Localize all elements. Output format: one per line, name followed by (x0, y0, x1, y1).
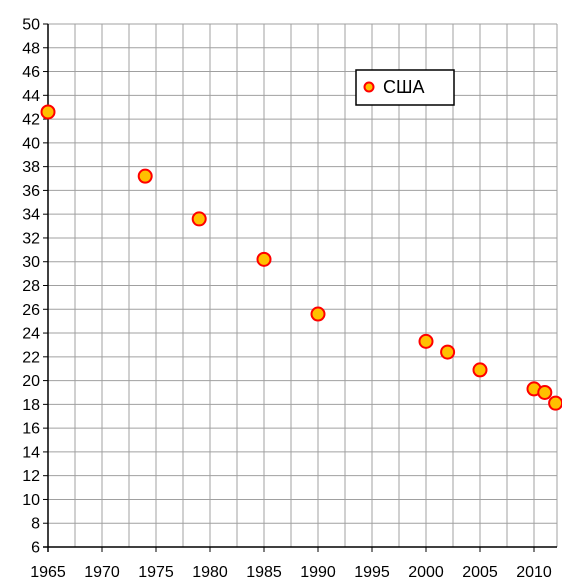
x-tick-label-5: 1990 (300, 564, 336, 581)
legend: США (355, 69, 455, 106)
major-grid (48, 23, 558, 547)
y-tick-label-7: 20 (22, 373, 40, 390)
y-tick-label-5: 16 (22, 421, 40, 438)
x-tick-label-6: 1995 (354, 564, 390, 581)
data-point-0-1 (137, 168, 153, 184)
legend-marker (363, 81, 375, 93)
y-tick-label-21: 48 (22, 40, 40, 57)
data-points (40, 104, 562, 411)
x-tick-label-0: 1965 (30, 564, 66, 581)
x-tick-label-8: 2005 (462, 564, 498, 581)
data-point-0-5 (418, 333, 434, 349)
x-tick-label-4: 1985 (246, 564, 282, 581)
x-tick-label-1: 1970 (84, 564, 120, 581)
y-tick-label-6: 18 (22, 397, 40, 414)
data-point-0-7 (472, 362, 488, 378)
data-point-0-4 (310, 306, 326, 322)
y-tick-label-13: 32 (22, 230, 40, 247)
x-tick-label-7: 2000 (408, 564, 444, 581)
data-point-0-6 (440, 344, 456, 360)
y-tick-label-9: 24 (22, 326, 40, 343)
data-point-0-0 (40, 104, 56, 120)
data-point-0-10 (548, 395, 562, 411)
data-point-0-3 (256, 251, 272, 267)
y-tick-label-1: 8 (31, 516, 40, 533)
data-point-0-9 (537, 384, 553, 400)
y-tick-label-4: 14 (22, 444, 40, 461)
y-tick-label-14: 34 (22, 207, 40, 224)
y-tick-label-20: 46 (22, 64, 40, 81)
x-tick-label-3: 1980 (192, 564, 228, 581)
y-tick-label-3: 12 (22, 468, 40, 485)
y-tick-label-12: 30 (22, 254, 40, 271)
y-tick-label-10: 26 (22, 302, 40, 319)
y-tick-label-8: 22 (22, 349, 40, 366)
y-tick-label-18: 42 (22, 112, 40, 129)
x-tick-label-9: 2010 (516, 564, 552, 581)
x-axis-ticks: 1965 1970 1975 1980 1985 1990 1995 2000 2005 2010 (30, 547, 552, 581)
y-tick-label-19: 44 (22, 88, 40, 105)
y-tick-label-16: 38 (22, 159, 40, 176)
x-tick-label-2: 1975 (138, 564, 174, 581)
y-axis-ticks: 6 8 10 12 14 16 18 20 22 24 26 28 30 32 34 36 38 40 42 44 46… (22, 17, 48, 557)
legend-label: США (383, 77, 425, 97)
y-tick-label-17: 40 (22, 135, 40, 152)
y-tick-label-22: 50 (22, 17, 40, 34)
y-tick-label-15: 36 (22, 183, 40, 200)
data-point-0-2 (191, 211, 207, 227)
y-tick-label-2: 10 (22, 492, 40, 509)
y-tick-label-0: 6 (31, 540, 40, 557)
y-tick-label-11: 28 (22, 278, 40, 295)
